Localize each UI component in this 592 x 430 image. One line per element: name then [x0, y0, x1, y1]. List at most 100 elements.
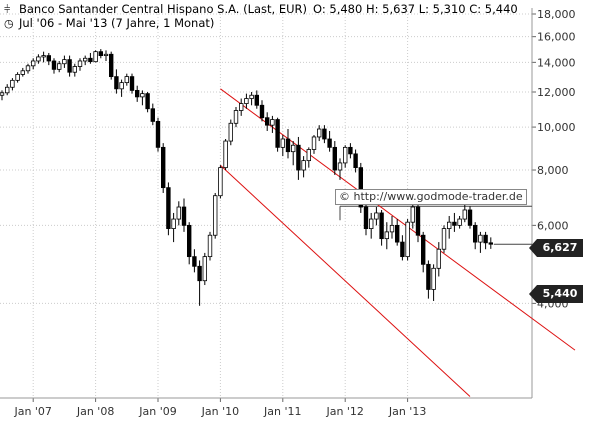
candle-up	[337, 162, 343, 171]
candle-up	[431, 267, 436, 290]
y-tick-label: 14,000	[537, 56, 576, 69]
candle-up	[410, 206, 415, 223]
last-price-badge: 5,440	[529, 285, 583, 303]
candle-up	[62, 59, 67, 65]
candle-down	[452, 221, 457, 226]
y-tick-label: 16,000	[537, 31, 576, 44]
candle-down	[327, 138, 332, 148]
candle-down	[348, 146, 353, 155]
candle-up	[36, 56, 41, 62]
y-tick-label: 12,000	[537, 86, 576, 99]
candle-up	[233, 110, 239, 124]
candle-up	[41, 55, 46, 58]
candle-up	[212, 195, 218, 236]
candle-down	[98, 51, 103, 56]
candle-down	[358, 167, 363, 208]
candle-down	[363, 206, 369, 229]
candle-up	[202, 256, 207, 282]
candle-down	[46, 55, 51, 62]
candle-down	[400, 241, 405, 258]
x-tick-label: Jan '09	[138, 405, 176, 418]
candle-down	[332, 146, 337, 171]
candle-up	[57, 63, 62, 70]
candle-up	[20, 70, 25, 75]
candle-down	[296, 144, 301, 171]
x-tick-label: Jan '07	[13, 405, 51, 418]
candle-up	[103, 53, 109, 56]
x-tick-label: Jan '08	[76, 405, 114, 418]
x-tick-label: Jan '11	[263, 405, 301, 418]
candle-up	[374, 212, 379, 220]
candle-up	[15, 74, 20, 81]
candle-up	[389, 224, 395, 233]
candle-down	[181, 206, 187, 226]
candle-down	[394, 224, 400, 243]
candle-down	[264, 117, 270, 126]
candle-up	[290, 144, 296, 153]
channel-lower-line	[220, 164, 471, 397]
candle-down	[472, 224, 478, 243]
candle-up	[77, 60, 83, 67]
candle-up	[25, 65, 31, 72]
candle-up	[218, 167, 223, 197]
candle-down	[467, 209, 473, 226]
candle-up	[124, 76, 129, 84]
candle-up	[72, 66, 77, 73]
x-tick-label: Jan '13	[388, 405, 426, 418]
candle-up	[0, 92, 5, 96]
watermark-source[interactable]: © http://www.godmode-trader.de	[335, 189, 527, 205]
candle-up	[457, 218, 462, 226]
candle-up	[223, 140, 228, 169]
candle-up	[30, 60, 36, 67]
candle-up	[306, 149, 311, 162]
candle-up	[270, 119, 275, 126]
candle-down	[150, 108, 155, 122]
candle-down	[379, 212, 384, 240]
x-tick-label: Jan '12	[325, 405, 363, 418]
candlesticks	[0, 49, 493, 306]
candle-up	[10, 79, 15, 88]
y-tick-label: 10,000	[537, 121, 576, 134]
candle-up	[384, 231, 389, 240]
chart-period-line: ◷ Jul '06 - Mai '13 (7 Jahre, 1 Monat)	[4, 16, 214, 30]
candle-up	[280, 138, 285, 148]
candle-up	[405, 221, 410, 258]
candle-up	[244, 98, 249, 104]
candle-down	[420, 234, 426, 265]
clock-icon: ◷	[4, 17, 14, 30]
level-badge-6627: 6,627	[529, 239, 583, 257]
candle-down	[259, 104, 265, 119]
candle-up	[311, 136, 317, 150]
horizontal-levels	[339, 205, 532, 245]
candle-up	[478, 234, 483, 243]
candle-up	[171, 218, 176, 229]
y-tick-label: 8,000	[537, 164, 569, 177]
candle-up	[238, 103, 244, 111]
candle-down	[322, 128, 327, 140]
candle-down	[134, 90, 140, 98]
candle-down	[488, 242, 493, 245]
candle-down	[285, 138, 291, 153]
candle-down	[483, 234, 488, 244]
chart-period: Jul '06 - Mai '13 (7 Jahre, 1 Monat)	[19, 16, 215, 30]
candle-up	[441, 228, 447, 250]
candle-up	[436, 248, 441, 269]
candle-up	[5, 86, 10, 94]
candle-up	[249, 94, 254, 99]
candlestick-chart-icon: ⫩	[4, 3, 11, 16]
candle-down	[197, 265, 202, 282]
candle-up	[119, 82, 124, 90]
chart-title-line: ⫩ Banco Santander Central Hispano S.A. (L…	[4, 2, 518, 17]
candle-down	[67, 59, 72, 73]
y-tick-label: 18,000	[537, 8, 576, 21]
candle-down	[192, 256, 197, 267]
candle-down	[353, 153, 358, 169]
candle-up	[342, 146, 348, 164]
candle-down	[88, 57, 93, 63]
ohlc-values: O: 5,480 H: 5,637 L: 5,310 C: 5,440	[313, 2, 518, 16]
candle-down	[155, 120, 161, 148]
y-tick-label: 6,000	[537, 219, 569, 232]
candle-up	[446, 221, 452, 229]
candle-up	[316, 128, 322, 138]
